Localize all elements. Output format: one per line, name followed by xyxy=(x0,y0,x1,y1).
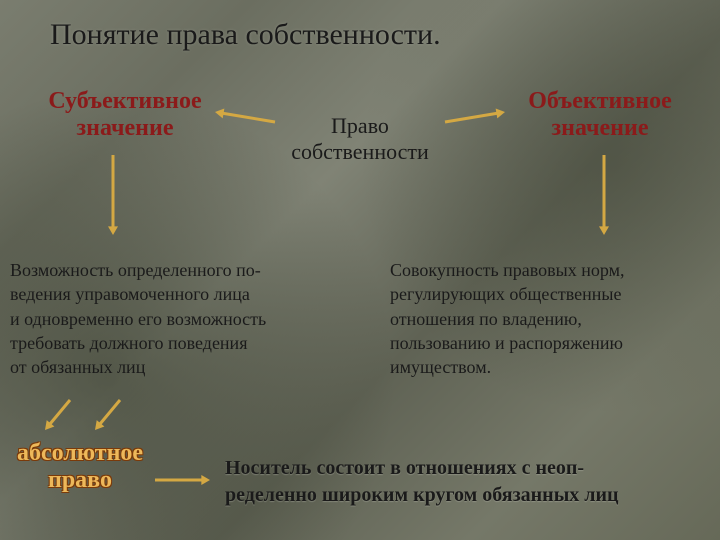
bottom-l2: ределенно широким кругом обязанных лиц xyxy=(225,484,619,506)
subj-def-l3: и одновременно его возможность xyxy=(10,309,266,329)
obj-def-l1: Совокупность правовых норм, xyxy=(390,260,625,280)
objective-definition: Совокупность правовых норм, регулирующих… xyxy=(390,258,710,379)
center-concept-l1: Право xyxy=(331,113,389,138)
slide-title: Понятие права собственности. xyxy=(50,18,441,52)
center-concept-l2: собственности xyxy=(291,139,429,164)
arrow-left-down xyxy=(101,143,125,247)
arrow-center-to-right xyxy=(433,100,517,134)
subjective-heading: Субъективное значение xyxy=(30,88,220,142)
center-concept: Право собственности xyxy=(275,113,445,165)
subj-def-l4: требовать должного поведения xyxy=(10,333,247,353)
obj-def-l5: имуществом. xyxy=(390,357,491,377)
arrow-to-absolute-2 xyxy=(83,388,132,442)
arrow-center-to-left xyxy=(203,100,287,134)
abs-label-l1: абсолютное xyxy=(17,440,143,466)
obj-def-l3: отношения по владению, xyxy=(390,309,582,329)
arrow-absolute-to-text xyxy=(143,468,222,492)
obj-def-l2: регулирующих общественные xyxy=(390,284,621,304)
arrow-right-down xyxy=(592,143,616,247)
obj-def-l4: пользованию и распоряжению xyxy=(390,333,623,353)
objective-heading-l2: значение xyxy=(551,115,648,141)
subjective-heading-l2: значение xyxy=(76,115,173,141)
arrow-to-absolute-1 xyxy=(33,388,82,442)
subj-def-l2: ведения управомоченного лица xyxy=(10,284,250,304)
subjective-definition: Возможность определенного по- ведения уп… xyxy=(10,258,340,379)
subj-def-l1: Возможность определенного по- xyxy=(10,260,261,280)
subjective-heading-l1: Субъективное xyxy=(48,88,201,114)
objective-heading: Объективное значение xyxy=(500,88,700,142)
bottom-explanation: Носитель состоит в отношениях с неоп- ре… xyxy=(225,455,705,509)
subj-def-l5: от обязанных лиц xyxy=(10,357,145,377)
abs-label-l2: право xyxy=(48,467,112,493)
objective-heading-l1: Объективное xyxy=(528,88,672,114)
absolute-right-label: абсолютное право xyxy=(0,440,160,494)
bottom-l1: Носитель состоит в отношениях с неоп- xyxy=(225,457,584,479)
